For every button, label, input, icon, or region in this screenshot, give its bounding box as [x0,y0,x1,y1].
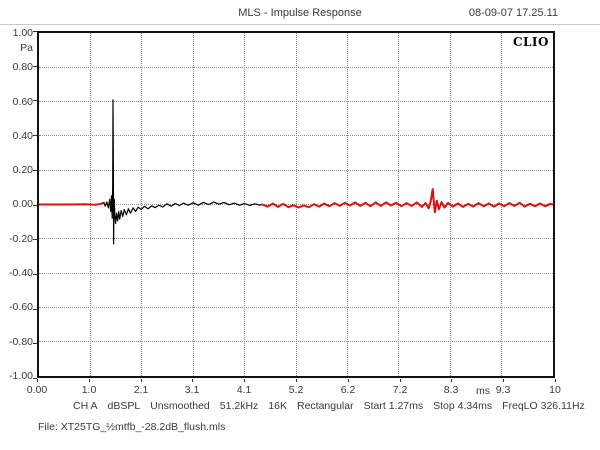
horizontal-gridline [39,306,553,308]
y-tick-label: -1.00 [9,370,33,382]
y-axis-tick [33,204,37,206]
x-axis-unit: ms [476,385,490,397]
x-tick-label: 5.2 [288,384,304,396]
horizontal-gridline [39,204,553,205]
y-axis-tick [33,31,37,32]
x-tick-label: 6.2 [340,384,356,396]
y-tick-label: -0.20 [9,233,33,245]
horizontal-gridline [39,238,553,240]
y-tick-label: -0.60 [9,301,33,313]
y-axis-tick [33,100,37,102]
impulse-pre-window [39,201,105,206]
window-header: MLS - Impulse Response 08-09-07 17.25.11 [0,0,600,24]
horizontal-gridline [39,272,553,274]
x-axis-tick [555,379,556,382]
x-tick-label: 1.0 [81,384,97,396]
x-tick-label: 10 [549,384,561,396]
status-scale: dBSPL [107,400,141,412]
x-tick-label: 0.00 [26,384,48,396]
x-axis-tick [451,379,453,382]
impulse-response-trace [39,99,553,245]
status-size: 16K [268,400,287,412]
y-tick-label: -0.80 [9,336,33,348]
x-axis-tick [192,379,194,382]
y-axis-tick [33,343,37,345]
y-axis-tick [33,135,37,137]
horizontal-gridline [39,101,553,103]
file-name-label: File: XT25TG_½mtfb_-28.2dB_flush.mls [38,421,226,433]
header-divider [0,24,600,25]
x-tick-label: 4.1 [236,384,252,396]
clio-logo: CLIO [512,35,549,49]
y-axis-unit: Pa [20,42,33,54]
y-axis-tick [33,169,37,171]
status-freqlo: FreqLO 326.11Hz [502,400,585,412]
y-tick-label: 0.80 [12,61,33,73]
y-tick-label: 1.00 [12,27,33,39]
horizontal-gridline [39,169,553,171]
y-axis-tick [33,308,37,310]
y-axis-tick [33,239,37,241]
y-axis-tick [33,273,37,275]
status-start: Start 1.27ms [363,400,424,412]
status-smoothing: Unsmoothed [150,400,210,412]
impulse-window [103,99,263,245]
y-axis-tick [33,378,37,379]
horizontal-gridline [39,135,553,137]
status-window-type: Rectangular [296,400,354,412]
impulse-post-window [261,188,553,214]
x-axis-tick [244,379,246,382]
x-tick-label: 9.3 [495,384,511,396]
x-axis-tick [503,379,505,382]
horizontal-gridline [39,66,553,68]
x-tick-label: 2.1 [133,384,149,396]
status-channel: CH A [73,400,98,412]
y-tick-label: 0.60 [12,96,33,108]
x-axis-tick [296,379,297,382]
window-title: MLS - Impulse Response [238,7,362,19]
x-axis-tick [88,379,90,382]
y-tick-label: 0.40 [12,130,33,142]
plot-area: CLIO [37,31,555,378]
status-sample-rate: 51.2kHz [219,400,259,412]
x-tick-label: 7.2 [392,384,408,396]
x-axis-tick [399,379,401,382]
x-tick-label: 3.1 [184,384,200,396]
status-bar: CH A dBSPL Unsmoothed 51.2kHz 16K Rectan… [73,400,600,414]
x-axis-tick [347,379,349,382]
status-stop: Stop 4.34ms [433,400,493,412]
x-axis-tick [37,379,38,382]
x-tick-label: 8.3 [443,384,459,396]
y-tick-label: -0.40 [9,267,33,279]
horizontal-gridline [39,341,553,343]
y-axis-tick [33,65,37,67]
y-tick-label: 0.00 [12,198,33,210]
x-axis-tick [140,379,142,382]
y-tick-label: 0.20 [12,164,33,176]
measurement-datetime: 08-09-07 17.25.11 [468,7,558,19]
